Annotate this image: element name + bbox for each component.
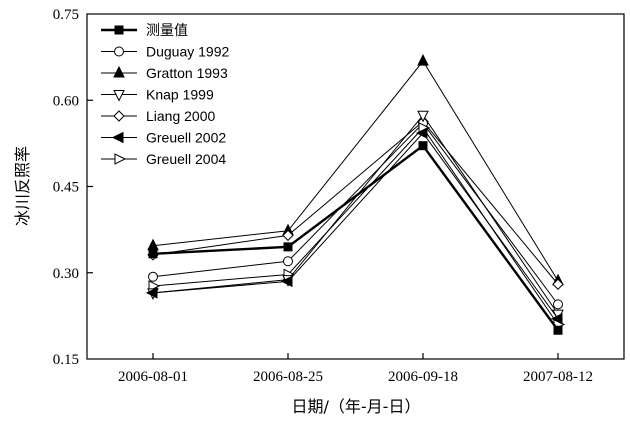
series-line	[152, 132, 559, 320]
x-tick-label: 2006-08-25	[253, 369, 323, 385]
y-axis-label: 冰川反照率	[13, 146, 32, 226]
data-point	[418, 141, 428, 151]
y-axis: 0.15 0.30 0.45 0.60 0.75	[53, 7, 93, 368]
data-point	[553, 299, 563, 310]
legend-label: Liang 2000	[146, 108, 216, 124]
y-tick-label: 0.15	[53, 352, 79, 368]
data-point	[148, 249, 158, 259]
series-line	[152, 60, 559, 282]
series-6	[145, 127, 563, 325]
legend-item: Greuell 2002	[101, 130, 226, 146]
legend-item: Knap 1999	[101, 87, 214, 103]
legend-label: Gratton 1993	[146, 65, 228, 81]
data-point	[148, 271, 158, 282]
y-tick-label: 0.45	[53, 180, 79, 196]
data-point	[145, 287, 158, 299]
legend-label: Duguay 1992	[146, 44, 230, 60]
x-tick-label: 2006-09-18	[388, 369, 458, 385]
data-point	[553, 325, 563, 335]
legend-item: Gratton 1993	[101, 65, 228, 81]
legend-item: 测量值	[101, 22, 188, 38]
y-tick-label: 0.30	[53, 266, 79, 282]
legend-label: Knap 1999	[146, 87, 214, 103]
legend-label: Greuell 2002	[146, 130, 226, 146]
legend-marker	[114, 25, 124, 35]
x-tick-label: 2006-08-01	[118, 369, 188, 385]
series-layer	[145, 54, 566, 335]
legend-item: Liang 2000	[101, 108, 216, 124]
data-point	[550, 312, 563, 325]
y-tick-label: 0.75	[53, 7, 79, 23]
legend-marker	[113, 65, 125, 78]
series-line	[152, 143, 559, 331]
legend-marker	[114, 153, 127, 165]
series-1	[148, 141, 563, 335]
data-point	[283, 256, 293, 267]
series-line	[152, 120, 559, 285]
data-point	[552, 278, 564, 290]
x-axis: 2006-08-01 2006-08-25 2006-09-18 2007-08-12	[118, 353, 593, 385]
data-point	[282, 229, 294, 242]
legend-item: Duguay 1992	[101, 44, 230, 60]
series-2	[148, 118, 563, 310]
legend-marker	[113, 110, 125, 122]
data-point	[283, 242, 293, 252]
legend-marker	[111, 131, 124, 144]
legend-marker	[114, 46, 124, 57]
legend-label: 测量值	[146, 22, 188, 38]
data-point	[415, 127, 428, 139]
legend-marker	[113, 90, 125, 102]
data-point	[147, 238, 159, 251]
legend-item: Greuell 2004	[101, 151, 226, 167]
y-tick-label: 0.60	[53, 93, 79, 109]
x-tick-label: 2007-08-12	[523, 369, 593, 385]
data-point	[280, 275, 293, 288]
data-point	[417, 54, 429, 66]
data-point	[417, 110, 429, 123]
x-axis-label: 日期/（年-月-日）	[292, 397, 421, 416]
legend: 测量值 Duguay 1992 Gratton 1993 Knap 1999 Liang…	[101, 22, 230, 167]
legend-label: Greuell 2004	[146, 151, 226, 167]
